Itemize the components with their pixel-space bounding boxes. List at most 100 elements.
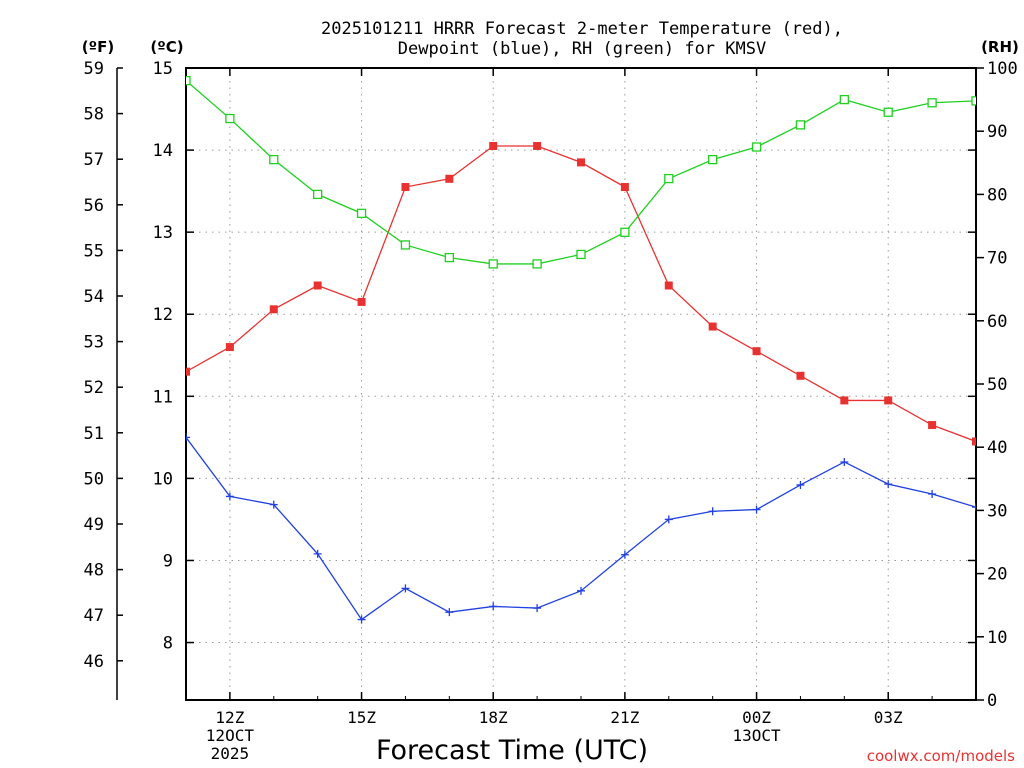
temperature-point [357,297,366,306]
temperature-point [620,183,629,192]
temperature-point [445,174,454,183]
celsius-tick-label: 8 [163,634,173,654]
rh-point [795,120,806,130]
rh-point [186,75,191,86]
fahrenheit-tick-label: 49 [84,515,104,535]
time-tick-label: 15Z [347,708,376,727]
dewpoint-point [313,549,322,558]
rh-point [313,189,323,200]
axes: 8 9 10 11 12 13 14 15 46 47 48 49 50 51 52 53 54 55 56 57 58… [84,59,1018,763]
fahrenheit-tick-label: 56 [84,196,104,216]
rh-point [269,154,279,165]
rh-tick-label: 10 [987,628,1007,648]
time-tick-label: 03Z [874,708,903,727]
rh-series [186,75,976,269]
rh-point [751,142,762,152]
fahrenheit-tick-label: 57 [84,150,104,170]
fahrenheit-tick-label: 54 [84,287,104,307]
temperature-point [928,421,937,430]
temperature-point [269,305,278,314]
dewpoint-point [796,480,805,489]
dewpoint-point [577,586,585,595]
celsius-tick-label: 12 [153,305,173,325]
dewpoint-point [840,457,849,466]
dewpoint-point [752,505,761,514]
rh-point [883,107,893,117]
dewpoint-point [269,500,278,509]
rh-tick-label: 90 [987,122,1007,142]
fahrenheit-tick-label: 53 [84,333,104,353]
credit-link[interactable]: coolwx.com/models [867,747,1015,765]
fahrenheit-tick-label: 46 [84,652,104,672]
rh-tick-label: 80 [987,185,1007,205]
rh-point [664,173,674,184]
time-tick-label: 12Z [215,708,244,727]
temperature-point [708,322,717,331]
rh-tick-label: 40 [987,438,1007,458]
rh-point [356,208,367,219]
temperature-point [752,347,761,356]
fahrenheit-unit-label: (ºF) [82,38,114,56]
temperature-point [972,437,976,446]
rh-point [444,252,454,263]
dewpoint-point [884,480,893,489]
dewpoint-point [533,604,542,613]
fahrenheit-tick-label: 50 [84,469,104,489]
fahrenheit-tick-label: 55 [84,241,104,261]
rh-point [488,259,498,269]
rh-tick-label: 30 [987,501,1007,521]
time-tick-label: 18Z [479,708,508,727]
celsius-tick-label: 13 [153,223,173,243]
dewpoint-point [401,584,410,593]
fahrenheit-tick-label: 59 [84,59,104,79]
dewpoint-series [186,433,976,624]
rh-point [532,259,542,269]
rh-point [400,240,411,250]
date-label: 12OCT [206,726,255,745]
rh-unit-label: (RH) [981,38,1019,56]
rh-tick-label: 20 [987,565,1007,585]
date-label: 13OCT [732,726,781,745]
temperature-point [313,281,322,290]
temperature-point [577,158,585,167]
temperature-point [796,371,805,380]
time-tick-label: 21Z [610,708,639,727]
rh-point [927,98,937,108]
temperature-line [186,145,976,443]
dewpoint-point [972,503,976,512]
fahrenheit-tick-label: 47 [84,606,104,626]
gridlines [186,68,976,700]
celsius-tick-label: 15 [153,59,173,79]
temperature-point [186,367,190,376]
chart-title-line-2: Dewpoint (blue), RH (green) for KMSV [398,39,766,59]
celsius-tick-label: 10 [153,469,173,489]
dewpoint-point [620,550,629,559]
celsius-tick-label: 9 [163,551,173,571]
rh-tick-label: 0 [987,691,997,711]
dewpoint-point [708,507,717,516]
fahrenheit-tick-label: 48 [84,561,104,581]
temperature-point [840,396,849,405]
year-label: 2025 [211,744,250,763]
rh-point [225,113,235,124]
rh-tick-label: 60 [987,312,1007,332]
temperature-point [489,141,498,150]
temperature-point [533,141,542,150]
dewpoint-point [357,615,366,624]
data-series [186,75,976,624]
temperature-series [186,141,976,446]
temperature-point [401,183,410,192]
dewpoint-point [489,602,498,611]
rh-tick-label: 100 [987,59,1018,79]
rh-point [839,94,849,105]
dewpoint-point [225,492,234,501]
temperature-point [225,343,234,352]
rh-point [620,227,630,237]
fahrenheit-tick-label: 51 [84,424,104,444]
rh-point [576,249,586,260]
fahrenheit-tick-label: 52 [84,378,104,398]
dewpoint-point [445,608,454,617]
rh-line [186,80,976,265]
temperature-point [884,396,893,405]
